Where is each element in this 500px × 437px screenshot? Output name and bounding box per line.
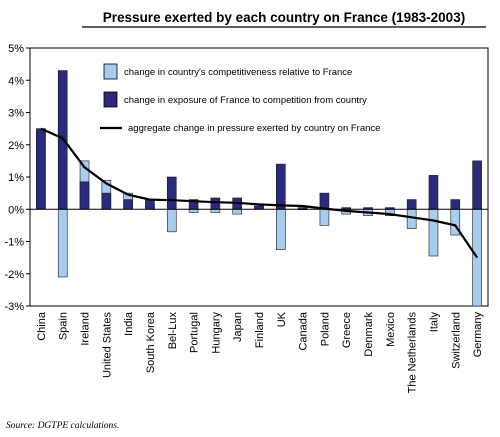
category-label: India	[123, 311, 135, 336]
category-label: Greece	[341, 312, 353, 348]
y-tick-label: -1%	[4, 237, 24, 249]
category-label: Hungary	[210, 312, 222, 354]
competitiveness-bar	[406, 208, 417, 229]
exposure-bar	[145, 199, 155, 210]
exposure-bar	[166, 176, 177, 210]
category-label: Switzerland	[450, 312, 462, 369]
category-label: Mexico	[385, 312, 397, 347]
aggregate-line	[40, 127, 479, 259]
chart-title: Pressure exerted by each country on Fran…	[103, 10, 465, 25]
category-label: Spain	[58, 312, 70, 340]
y-tick-label: -3%	[4, 301, 24, 313]
category-label: Portugal	[189, 312, 201, 353]
exposure-bar	[276, 163, 286, 210]
exposure-bar	[319, 192, 330, 210]
legend: change in country's competitiveness rela…	[100, 63, 380, 134]
category-label: United States	[101, 312, 113, 379]
exposure-bar	[79, 181, 90, 210]
y-tick-label: 5%	[8, 43, 24, 55]
category-label: China	[36, 311, 48, 341]
legend-label-aggregate: aggregate change in pressure exerted by …	[128, 123, 380, 134]
competitiveness-bar	[319, 208, 330, 226]
legend-swatch-exposure	[103, 91, 118, 108]
competitiveness-bar	[428, 208, 439, 257]
category-label: Canada	[298, 311, 310, 350]
category-label: Denmark	[363, 312, 375, 357]
exposure-bar	[472, 160, 482, 210]
exposure-bar	[101, 192, 112, 210]
category-label: Italy	[428, 312, 440, 333]
category-label: Japan	[232, 312, 244, 342]
category-label: South Korea	[145, 311, 157, 373]
exposure-bar	[123, 199, 133, 210]
exposure-bar	[36, 128, 46, 210]
y-tick-label: 2%	[8, 140, 24, 152]
category-labels: China Spain Ireland United States India South…	[36, 311, 484, 393]
y-tick-label: 3%	[8, 108, 24, 120]
y-tick-label: 0%	[8, 204, 24, 216]
competitiveness-bar	[472, 208, 482, 307]
competitiveness-bar	[57, 208, 68, 278]
y-tick-label: 1%	[8, 172, 24, 184]
category-label: UK	[276, 311, 288, 327]
y-tick-label: 4%	[8, 75, 24, 87]
legend-label-exposure: change in exposure of France to competit…	[124, 95, 367, 106]
y-tick-label: -2%	[4, 269, 24, 281]
category-label: Poland	[319, 312, 331, 346]
competitiveness-bar	[232, 208, 242, 215]
source-note: Source: DGTPE calculations.	[6, 421, 119, 431]
plot-area	[29, 47, 489, 307]
category-label: Germany	[472, 312, 484, 358]
exposure-bar	[428, 175, 439, 210]
legend-label-competitiveness: change in country's competitiveness rela…	[124, 67, 352, 78]
legend-swatch-competitiveness	[103, 63, 118, 80]
exposure-bar	[210, 197, 221, 210]
competitiveness-bar	[166, 208, 177, 233]
category-label: The Netherlands	[407, 312, 419, 394]
exposure-bar	[406, 199, 417, 210]
category-label: Finland	[254, 312, 266, 348]
category-label: Bel-Lux	[167, 312, 179, 350]
competitiveness-bar	[276, 208, 286, 250]
y-axis: -3% -2% -1% 0% 1% 2% 3% 4% 5%	[4, 43, 30, 313]
category-label: Ireland	[80, 312, 92, 346]
exposure-bar	[450, 199, 461, 210]
